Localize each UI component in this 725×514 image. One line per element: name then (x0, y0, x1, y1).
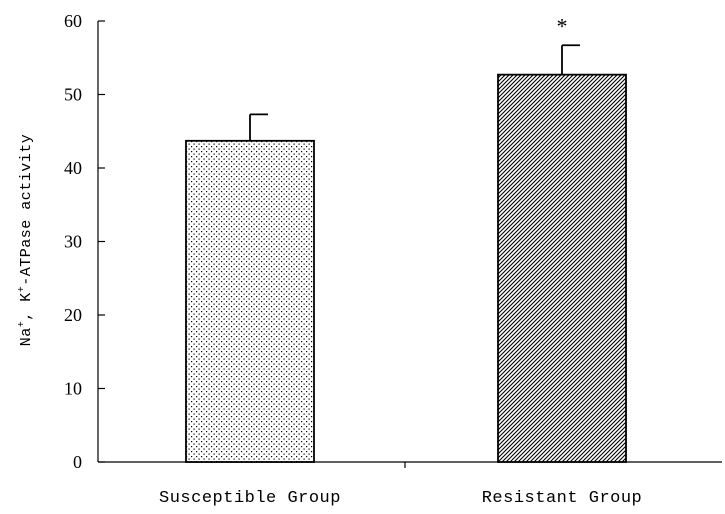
y-tick-label: 60 (64, 11, 82, 31)
y-tick-label: 0 (73, 452, 82, 472)
y-tick-label: 40 (64, 158, 82, 178)
x-category-label: Resistant Group (482, 489, 643, 508)
y-axis-label-part: -ATPase activity (18, 134, 35, 286)
y-axis-label-part: Na (18, 327, 35, 346)
labels-group: 0 10 20 30 40 50 60 Susceptible Group * Resistant… (64, 11, 642, 508)
y-axis-label-part: , K (18, 292, 35, 321)
y-tick-label: 20 (64, 305, 82, 325)
y-tick-label: 10 (64, 379, 82, 399)
bar-susceptible-group (185, 139, 315, 463)
y-axis-label-superscript: + (17, 321, 28, 328)
bar-resistant-group (497, 73, 627, 463)
y-tick-label: 50 (64, 85, 82, 105)
svg-text:Na+, K+-ATPase activity: Na+, K+-ATPase activity (17, 134, 35, 347)
bars-group (185, 44, 627, 463)
significance-marker: * (557, 13, 568, 38)
y-tick-label: 30 (64, 232, 82, 252)
y-axis-label-superscript: + (17, 286, 28, 293)
x-category-label: Susceptible Group (159, 489, 341, 508)
y-axis-label: Na+, K+-ATPase activity (17, 134, 35, 347)
